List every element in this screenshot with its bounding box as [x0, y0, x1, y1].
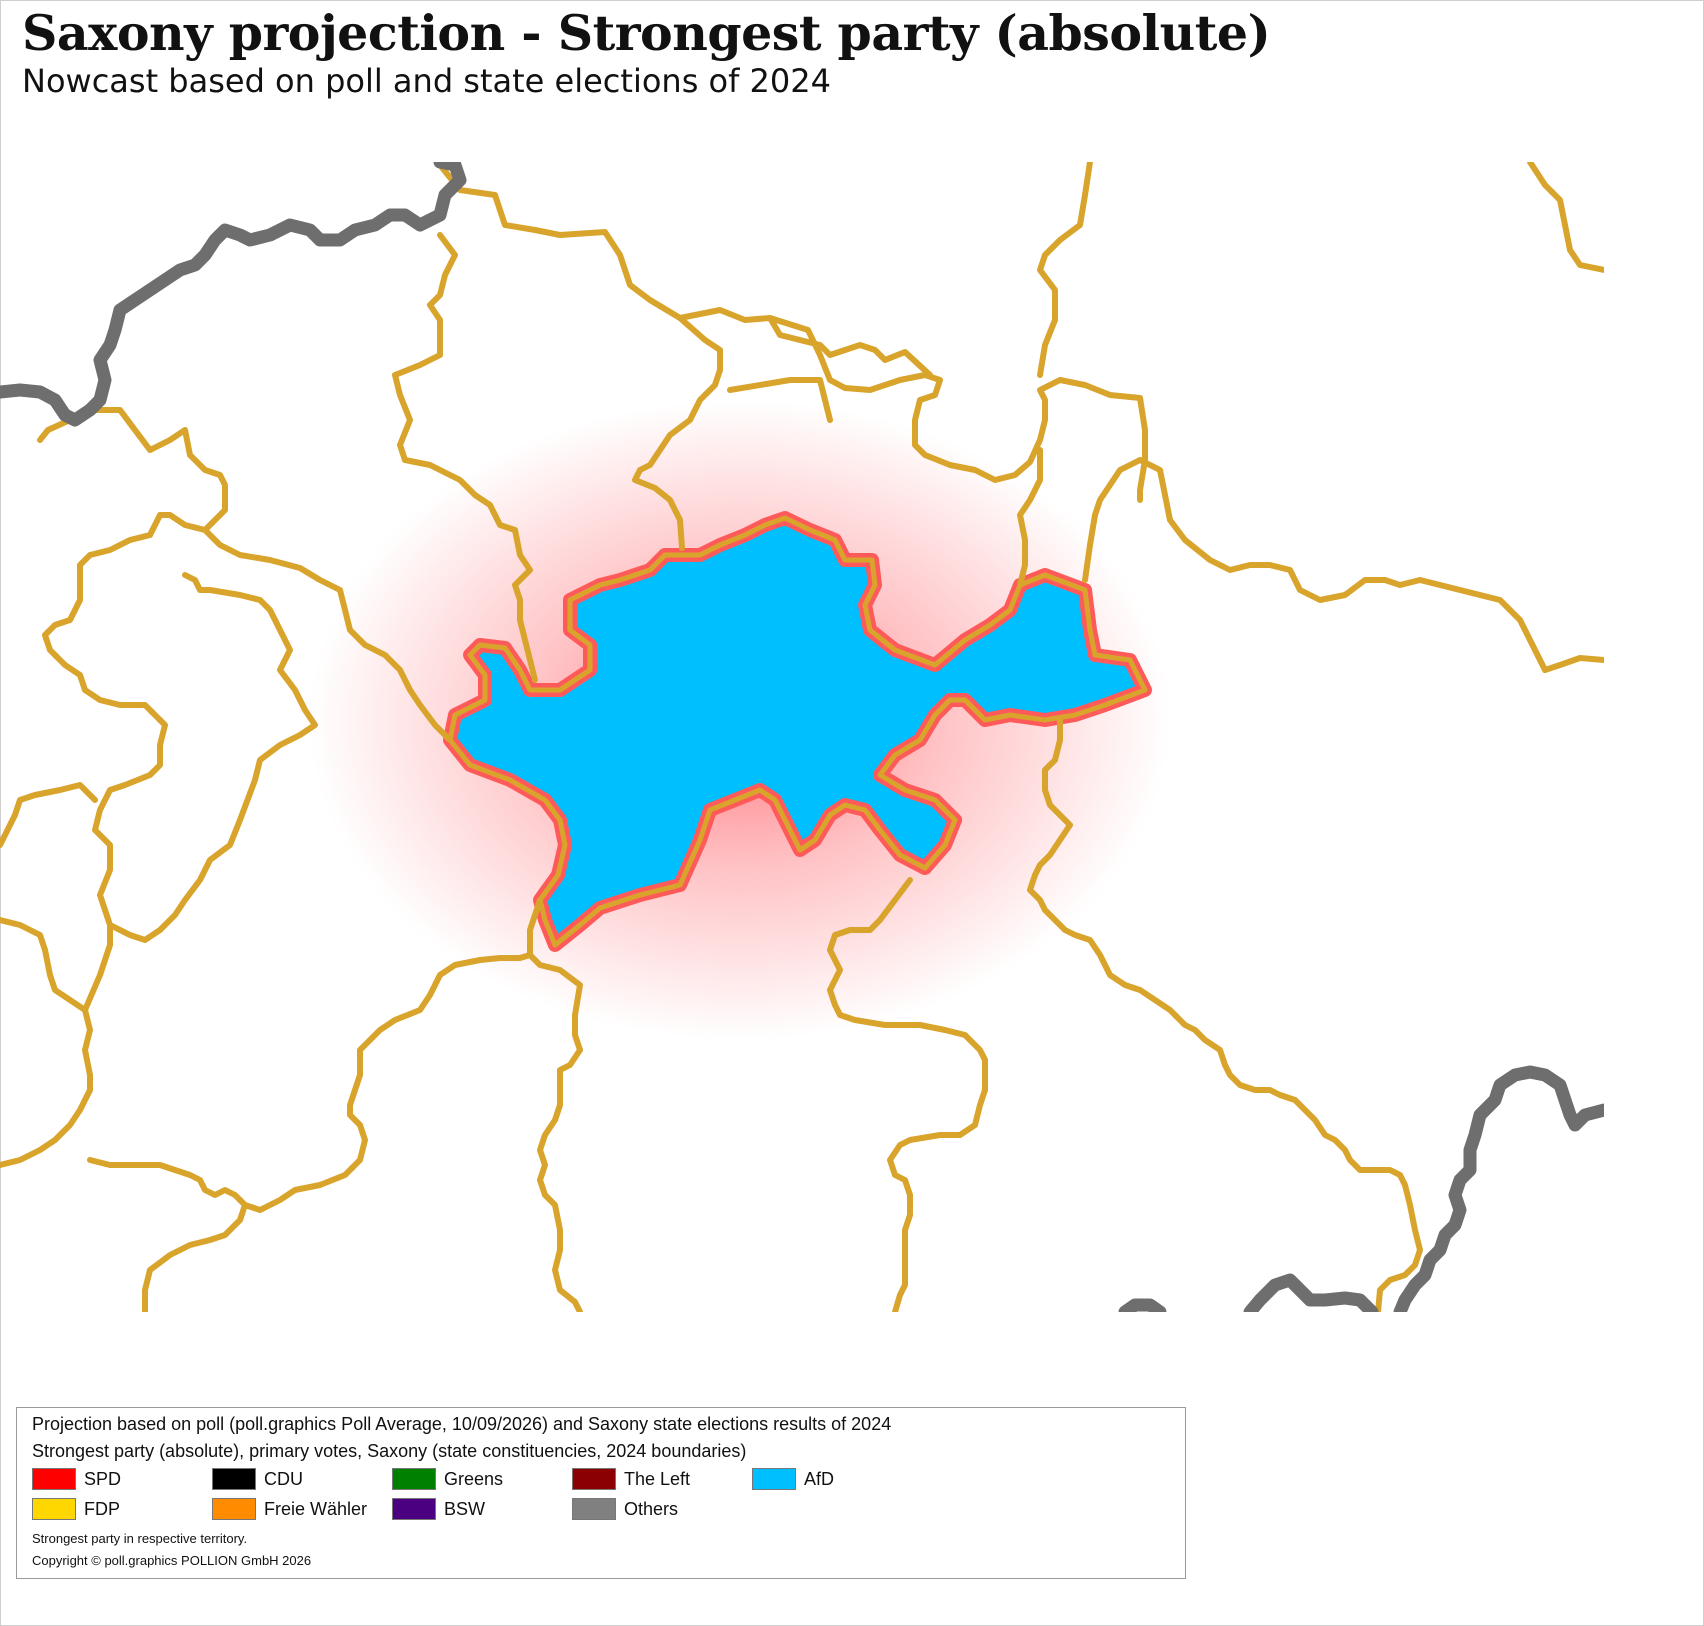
legend-label-bsw: BSW — [444, 1498, 486, 1519]
legend-swatch-bsw — [392, 1498, 436, 1520]
legend-label-the-left: The Left — [624, 1468, 691, 1489]
legend-label-afd: AfD — [804, 1468, 835, 1489]
map-subtitle: Nowcast based on poll and state election… — [22, 62, 831, 100]
legend-swatch-cdu — [212, 1468, 256, 1490]
legend-entry-cdu: CDU — [212, 1466, 303, 1492]
legend-swatch-afd — [752, 1468, 796, 1490]
legend-entry-the-left: The Left — [572, 1466, 690, 1492]
legend-swatch-fdp — [32, 1498, 76, 1520]
legend-swatch-others — [572, 1498, 616, 1520]
legend-entry-afd: AfD — [752, 1466, 834, 1492]
legend: Projection based on poll (poll.graphics … — [16, 1407, 1186, 1579]
legend-label-spd: SPD — [84, 1468, 122, 1489]
legend-label-freie-waehler: Freie Wähler — [264, 1498, 368, 1519]
legend-footnote: Strongest party in respective territory. — [32, 1531, 248, 1546]
legend-label-greens: Greens — [444, 1468, 504, 1489]
legend-source-line: Projection based on poll (poll.graphics … — [32, 1414, 892, 1434]
legend-entry-spd: SPD — [32, 1466, 121, 1492]
legend-label-others: Others — [624, 1498, 679, 1519]
constituency-borders — [0, 162, 1604, 1312]
constituency-map — [0, 162, 1604, 1312]
legend-entry-freie-waehler: Freie Wähler — [212, 1496, 367, 1522]
legend-swatch-freie-waehler — [212, 1498, 256, 1520]
map-title: Saxony projection - Strongest party (abs… — [22, 4, 1271, 62]
legend-swatch-the-left — [572, 1468, 616, 1490]
legend-copyright: Copyright © poll.graphics POLLION GmbH 2… — [32, 1553, 312, 1568]
legend-label-cdu: CDU — [264, 1468, 303, 1489]
state-borders — [0, 162, 1604, 1312]
legend-swatch-spd — [32, 1468, 76, 1490]
legend-entry-bsw: BSW — [392, 1496, 485, 1522]
legend-swatch-greens — [392, 1468, 436, 1490]
legend-description-line: Strongest party (absolute), primary vote… — [32, 1441, 747, 1461]
legend-label-fdp: FDP — [84, 1498, 120, 1519]
legend-entry-greens: Greens — [392, 1466, 503, 1492]
legend-entry-others: Others — [572, 1496, 678, 1522]
constituency-afd-border — [447, 515, 1148, 948]
legend-entry-fdp: FDP — [32, 1496, 120, 1522]
